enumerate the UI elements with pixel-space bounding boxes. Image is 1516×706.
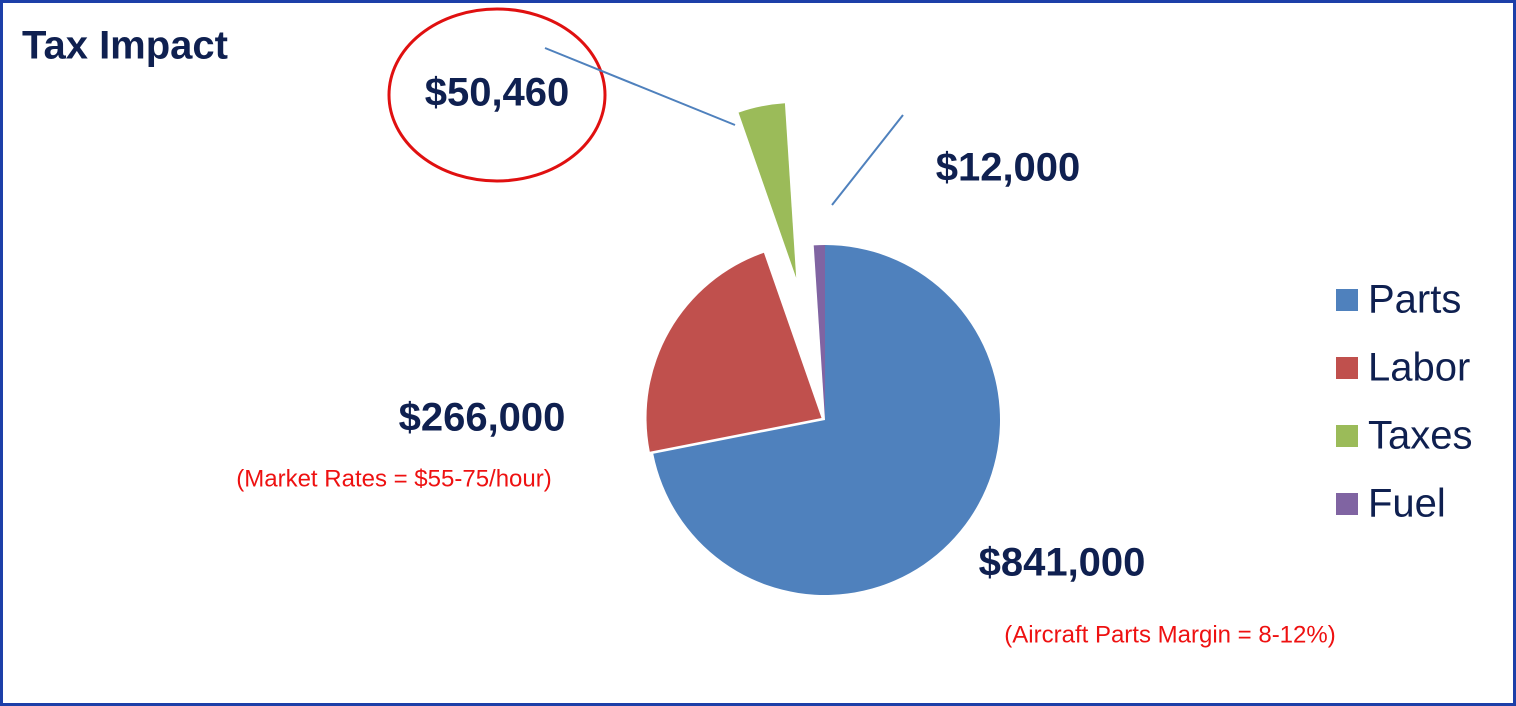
pie-slice: [646, 252, 822, 452]
legend-label: Labor: [1368, 346, 1470, 390]
value-label: $266,000: [399, 396, 566, 440]
value-label: $841,000: [979, 541, 1146, 585]
legend-label: Fuel: [1368, 482, 1446, 526]
highlight-circle: [387, 7, 607, 183]
legend-swatch: [1336, 425, 1358, 447]
legend-label: Parts: [1368, 278, 1461, 322]
legend-swatch: [1336, 357, 1358, 379]
annotation: (Aircraft Parts Margin = 8-12%): [1004, 621, 1335, 648]
value-label: $12,000: [936, 146, 1081, 190]
pie-slice: [653, 245, 1001, 595]
leader-line: [831, 114, 904, 206]
legend-swatch: [1336, 289, 1358, 311]
value-label: $50,460: [425, 71, 570, 115]
chart-title: Tax Impact: [22, 24, 228, 68]
pie-slice: [738, 103, 797, 278]
legend-swatch: [1336, 493, 1358, 515]
pie-slice: [813, 245, 825, 420]
annotation: (Market Rates = $55-75/hour): [236, 465, 551, 492]
legend-label: Taxes: [1368, 414, 1473, 458]
leader-line: [544, 47, 736, 126]
